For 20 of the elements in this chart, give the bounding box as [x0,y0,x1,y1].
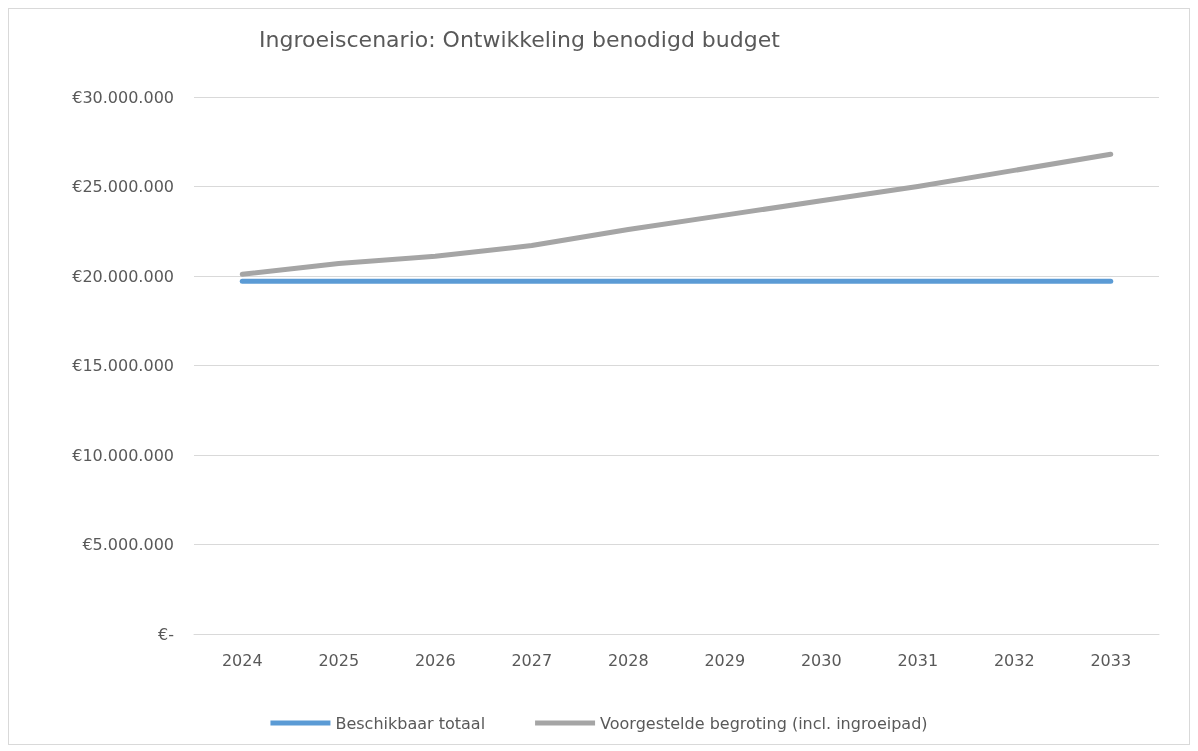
x-tick-label: 2031 [897,650,939,670]
legend-label: Voorgestelde begroting (incl. ingroeipad) [600,713,928,733]
y-tick-label: €30.000.000 [72,87,174,107]
x-tick-label: 2026 [414,650,456,670]
x-tick-label: 2027 [511,650,553,670]
x-tick-label: 2025 [318,650,360,670]
y-tick-label: €10.000.000 [72,445,174,465]
x-tick-label: 2032 [993,650,1035,670]
x-tick-label: 2029 [704,650,746,670]
legend-label: Beschikbaar totaal [335,713,486,733]
x-tick-label: 2028 [607,650,649,670]
y-tick-label: €20.000.000 [72,266,174,286]
x-tick-label: 2030 [800,650,842,670]
x-tick-label: 2024 [221,650,263,670]
y-tick-label: €- [158,624,174,644]
y-tick-label: €25.000.000 [72,177,174,196]
chart-title: Ingroeiscenario: Ontwikkeling benodigd budget [259,26,781,52]
y-tick-label: €5.000.000 [82,535,174,554]
y-tick-label: €15.000.000 [72,356,174,375]
x-tick-label: 2033 [1090,650,1132,670]
